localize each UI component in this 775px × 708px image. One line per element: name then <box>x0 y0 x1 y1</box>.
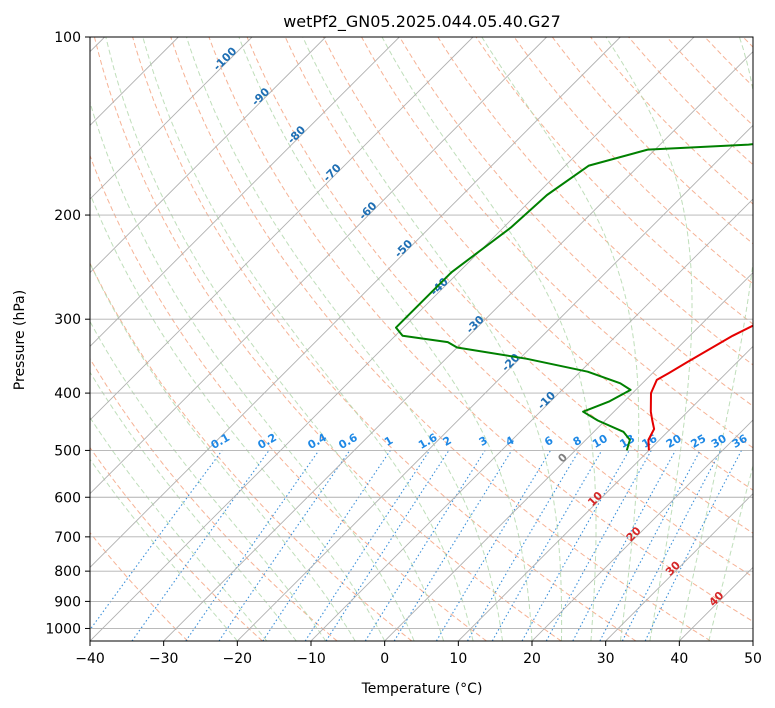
mixing-ratio-line <box>218 450 351 641</box>
x-axis-ticks: −40 −30 −20 −10 0 10 20 30 40 50 <box>75 641 762 667</box>
isotherm-line <box>310 198 753 641</box>
dry-adiabat <box>475 37 753 325</box>
dry-adiabat <box>628 37 753 166</box>
moist-adiabat <box>605 37 693 641</box>
y-tick-label: 300 <box>54 312 81 328</box>
mixing-ratio-line <box>572 450 676 641</box>
moist-adiabat <box>90 416 268 641</box>
x-tick-label: −30 <box>149 651 179 667</box>
x-tick-label: −20 <box>223 651 253 667</box>
sounding-series <box>395 143 753 451</box>
x-tick-label: −40 <box>75 651 105 667</box>
moist-adiabat <box>90 262 356 641</box>
dry-adiabat <box>399 37 753 407</box>
moist-adiabat <box>105 37 445 641</box>
y-axis-ticks: 100 200 300 400 500 600 700 800 900 1000 <box>45 30 90 637</box>
isotherm-line <box>237 124 753 641</box>
isotherm-line <box>90 37 621 568</box>
isotherm-line <box>90 37 326 274</box>
dewpoint-line <box>395 143 753 451</box>
y-tick-label: 700 <box>54 530 81 546</box>
isotherm-line <box>90 37 474 421</box>
y-tick-label: 400 <box>54 386 81 402</box>
moist-adiabat <box>186 37 503 641</box>
isotherm-line <box>384 272 753 641</box>
mixing-ratio-line <box>521 450 630 641</box>
grid-lines <box>90 37 753 641</box>
moist-adiabat <box>90 320 327 641</box>
moist-adiabat <box>302 37 563 641</box>
dry-adiabat <box>170 37 711 641</box>
y-tick-label: 500 <box>54 443 81 459</box>
x-tick-label: 20 <box>523 651 541 667</box>
mixing-ratio-line <box>393 450 513 641</box>
isotherm-line <box>458 345 753 641</box>
isotherm-line <box>531 419 753 641</box>
y-tick-label: 600 <box>54 490 81 506</box>
dry-adiabat <box>208 37 753 623</box>
isotherm-line <box>90 37 253 200</box>
isotherm-line <box>90 37 695 641</box>
moist-adiabat <box>381 37 597 641</box>
mixing-ratio-line <box>304 450 431 641</box>
moist-adiabat <box>481 37 640 641</box>
dry-adiabat <box>90 262 413 641</box>
mixing-ratio-line <box>545 450 652 641</box>
dry-adiabat <box>322 37 753 491</box>
mixing-ratio-line <box>621 450 722 641</box>
mixing-ratio-line <box>262 450 391 641</box>
x-tick-label: 40 <box>670 651 688 667</box>
mixing-ratio-line <box>325 450 450 641</box>
y-tick-label: 100 <box>54 30 81 46</box>
temperature-line <box>647 324 753 451</box>
y-tick-label: 900 <box>54 594 81 610</box>
dry-adiabat <box>551 37 753 245</box>
isotherm-line <box>605 493 753 641</box>
moist-adiabat <box>678 37 753 641</box>
y-tick-label: 800 <box>54 564 81 580</box>
x-tick-label: −10 <box>296 651 326 667</box>
dry-adiabat <box>361 37 753 449</box>
mixing-ratio-line <box>185 450 320 641</box>
moist-adiabat <box>90 192 386 641</box>
y-tick-label: 200 <box>54 208 81 224</box>
isotherm-line <box>90 37 400 347</box>
x-axis-label: Temperature (°C) <box>361 681 483 697</box>
dry-adiabat <box>94 37 562 641</box>
mixing-ratio-line <box>90 450 223 631</box>
mixing-ratio-line <box>644 450 742 641</box>
isotherm-line <box>90 37 547 495</box>
isotherm-line <box>163 51 753 641</box>
plot-frame <box>89 36 754 642</box>
x-tick-label: 0 <box>380 651 389 667</box>
dry-adiabat <box>90 357 338 641</box>
x-tick-label: 50 <box>744 651 762 667</box>
dry-adiabat <box>437 37 753 366</box>
y-axis-label: Pressure (hPa) <box>12 290 28 390</box>
dry-adiabat <box>90 531 189 641</box>
background-lines <box>90 37 753 641</box>
x-tick-label: 10 <box>449 651 467 667</box>
chart-title: wetPf2_GN05.2025.044.05.40.G27 <box>283 12 561 32</box>
moist-adiabat <box>90 458 238 641</box>
moist-adiabat <box>142 37 474 641</box>
y-tick-label: 1000 <box>45 621 81 637</box>
x-tick-label: 30 <box>597 651 615 667</box>
moist-adiabat <box>238 37 533 641</box>
moist-adiabat <box>708 464 753 641</box>
